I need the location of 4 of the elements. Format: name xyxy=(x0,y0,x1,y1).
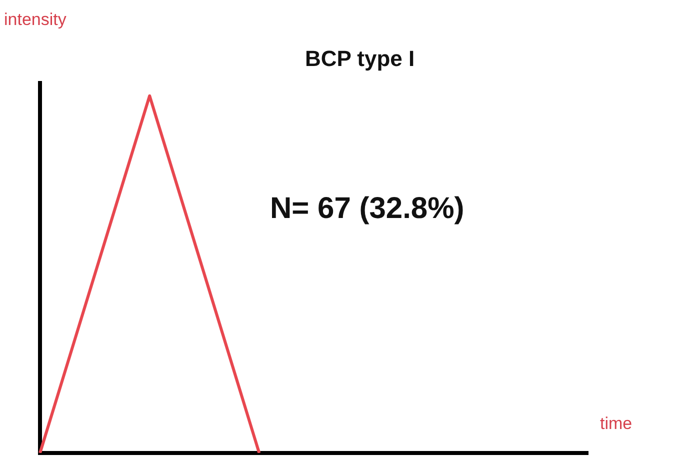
x-axis-title: time xyxy=(600,414,632,434)
y-axis-title: intensity xyxy=(4,10,66,30)
chart-title: BCP type I xyxy=(305,46,415,72)
annotation: N= 67 (32.8%) xyxy=(270,192,464,226)
